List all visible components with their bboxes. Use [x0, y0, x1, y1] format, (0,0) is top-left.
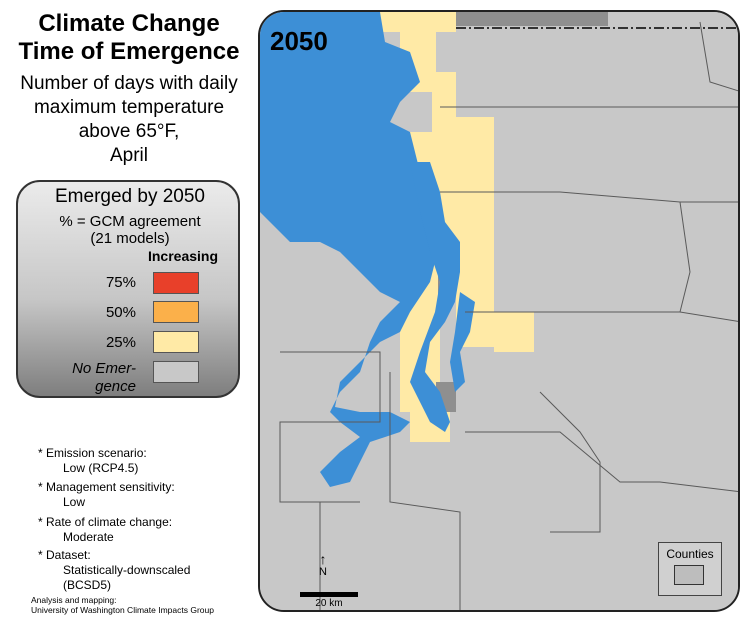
- north-arrow: ↑ N: [313, 552, 333, 592]
- credit-line2: University of Washington Climate Impacts…: [31, 605, 214, 615]
- counties-swatch: [674, 565, 704, 585]
- note-emission-scenario: * Emission scenario: Low (RCP4.5): [38, 446, 147, 475]
- counties-label: Counties: [666, 547, 714, 561]
- canada-area: [456, 12, 608, 26]
- credit-line1: Analysis and mapping:: [31, 595, 117, 605]
- legend-label-50: 50%: [105, 304, 136, 321]
- map-title-line1: Climate Change: [38, 10, 220, 37]
- legend-label-75: 75%: [105, 274, 136, 291]
- legend-swatch-50: [153, 301, 199, 323]
- map-canvas[interactable]: [260, 12, 740, 612]
- scale-bar: 20 km: [300, 590, 358, 610]
- legend-sub2: (21 models): [90, 230, 170, 247]
- legend-panel: Climate Change Time of Emergence Number …: [0, 0, 258, 624]
- subtitle-line3: above 65°F,: [78, 121, 180, 142]
- legend-heading: Emerged by 2050: [55, 186, 205, 207]
- legend-swatch-25: [153, 331, 199, 353]
- subtitle-line1: Number of days with daily: [20, 73, 238, 94]
- subtitle-line2: maximum temperature: [33, 97, 225, 118]
- puget-sound-water: [260, 12, 475, 487]
- legend-swatch-75: [153, 272, 199, 294]
- legend-no-emergence-line1: No Emer-: [72, 360, 136, 377]
- note-rate-of-change: * Rate of climate change: Moderate: [38, 515, 173, 544]
- note-dataset: * Dataset: Statistically-downscaled (BCS…: [38, 548, 191, 592]
- note-management-sensitivity: * Management sensitivity: Low: [38, 480, 175, 509]
- legend-label-25: 25%: [105, 334, 136, 351]
- legend-box: Emerged by 2050 % = GCM agreement (21 mo…: [16, 180, 240, 398]
- scale-label: 20 km: [315, 598, 343, 609]
- legend-no-emergence-line2: gence: [95, 378, 136, 395]
- legend-direction: Increasing: [147, 248, 219, 264]
- legend-sub1: % = GCM agreement: [59, 213, 201, 230]
- legend-swatch-no-emergence: [153, 361, 199, 383]
- north-label: N: [319, 566, 327, 578]
- map-year-label: 2050: [270, 26, 328, 56]
- subtitle-line4: April: [109, 145, 148, 166]
- map-frame[interactable]: 2050 ↑ N 20 km Counties: [258, 10, 740, 612]
- map-title-line2: Time of Emergence: [18, 38, 240, 65]
- counties-legend: Counties: [658, 542, 722, 596]
